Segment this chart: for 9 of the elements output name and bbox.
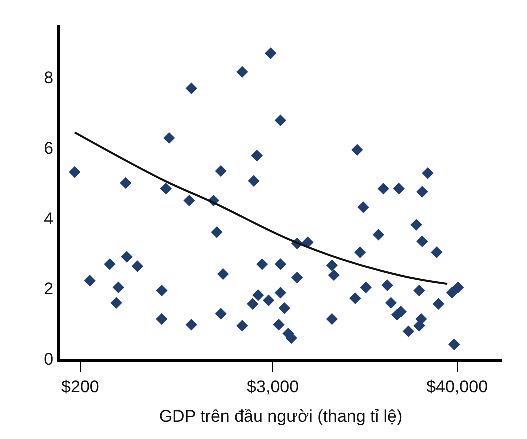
x-tick-label: $200 (62, 377, 100, 396)
y-tick-label: 8 (44, 68, 54, 88)
x-tick-label: $40,000 (426, 377, 488, 396)
y-tick-label: 4 (44, 209, 54, 228)
y-tick-label: 2 (44, 280, 54, 299)
x-axis-title: GDP trên đầu người (thang tỉ lệ) (159, 406, 403, 426)
x-tick-label: $3,000 (247, 377, 300, 396)
y-tick-label: 0 (44, 350, 54, 369)
y-tick-label: 6 (44, 139, 54, 158)
